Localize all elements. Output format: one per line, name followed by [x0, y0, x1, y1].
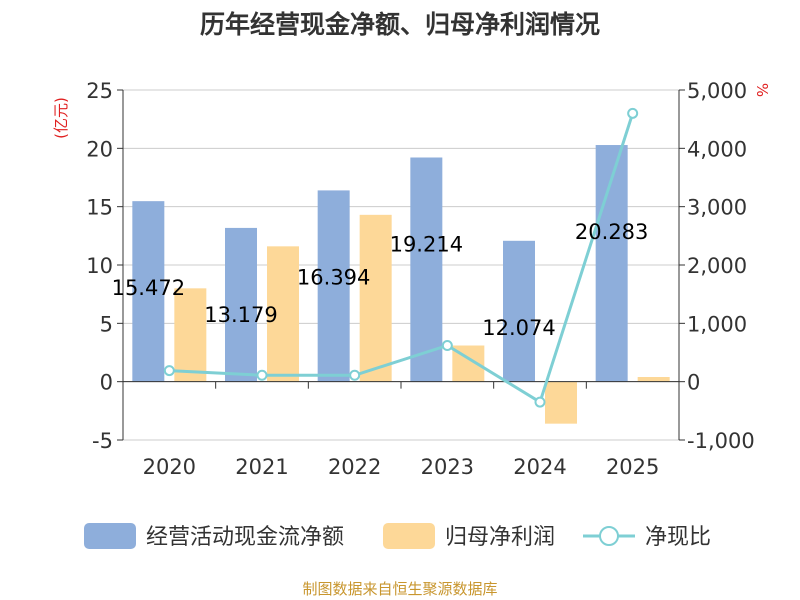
bar-cashflow: [595, 145, 628, 382]
data-label: 12.074: [482, 316, 555, 340]
x-tick-label: 2025: [606, 455, 659, 479]
right-axis-unit: %: [753, 83, 771, 97]
bar-cashflow: [410, 157, 443, 382]
legend-swatch-marker: [599, 526, 619, 546]
bar-cashflow: [317, 190, 350, 382]
right-tick-label: 5,000: [687, 79, 747, 103]
axes: -50510152025-1,00001,0002,0003,0004,0005…: [86, 79, 754, 479]
data-label: 15.472: [112, 276, 185, 300]
left-tick-label: 0: [100, 371, 113, 395]
ratio-point: [441, 340, 453, 351]
bar-netprofit: [637, 377, 670, 382]
bar-netprofit: [545, 381, 577, 424]
legend-label: 归母净利润: [445, 525, 555, 550]
ratio-point: [163, 365, 175, 377]
data-labels: 15.472 13.179 16.394 19.214 12.074 20.283: [112, 220, 649, 340]
left-tick-label: 15: [86, 196, 113, 220]
left-tick-label: 20: [86, 137, 113, 161]
bar-netprofit: [174, 288, 207, 382]
data-label: 16.394: [297, 265, 370, 289]
legend-swatch-netprofit: [383, 523, 435, 549]
bar-cashflow: [503, 240, 535, 382]
right-tick-label: 2,000: [687, 254, 747, 278]
legend-label: 经营活动现金流净额: [146, 525, 344, 550]
left-tick-label: 25: [86, 79, 113, 103]
right-tick-label: 0: [687, 371, 700, 395]
bar-netprofit: [359, 214, 392, 382]
ratio-line: [163, 107, 639, 408]
x-tick-label: 2024: [513, 455, 566, 479]
data-label: 19.214: [390, 233, 463, 257]
right-tick-label: 4,000: [687, 137, 747, 161]
left-tick-label: 5: [100, 312, 113, 336]
x-tick-label: 2022: [328, 455, 381, 479]
ratio-point: [534, 396, 546, 408]
right-tick-label: 1,000: [687, 312, 747, 336]
x-tick-label: 2023: [421, 455, 474, 479]
data-label: 20.283: [575, 220, 648, 244]
legend: 经营活动现金流净额 归母净利润 净现比: [84, 523, 711, 550]
right-tick-label: -1,000: [687, 429, 755, 453]
left-tick-label: 10: [86, 254, 113, 278]
left-axis-unit: (亿元): [52, 97, 70, 139]
bar-cashflow: [132, 201, 165, 382]
left-tick-label: -5: [92, 429, 113, 453]
x-tick-label: 2020: [143, 455, 196, 479]
legend-swatch-cashflow: [84, 523, 136, 549]
ratio-point: [627, 107, 639, 119]
data-label: 13.179: [204, 303, 277, 327]
x-tick-label: 2021: [235, 455, 288, 479]
ratio-point: [349, 369, 361, 381]
bar-netprofit: [267, 246, 299, 382]
bar-cashflow: [225, 227, 257, 382]
source-note: 制图数据来自恒生聚源数据库: [302, 580, 497, 598]
ratio-point: [256, 369, 268, 381]
ratio-line-path: [169, 112, 635, 405]
legend-label: 净现比: [645, 525, 711, 550]
chart-title: 历年经营现金净额、归母净利润情况: [200, 10, 600, 39]
right-tick-label: 3,000: [687, 196, 747, 220]
bars: [132, 145, 670, 424]
